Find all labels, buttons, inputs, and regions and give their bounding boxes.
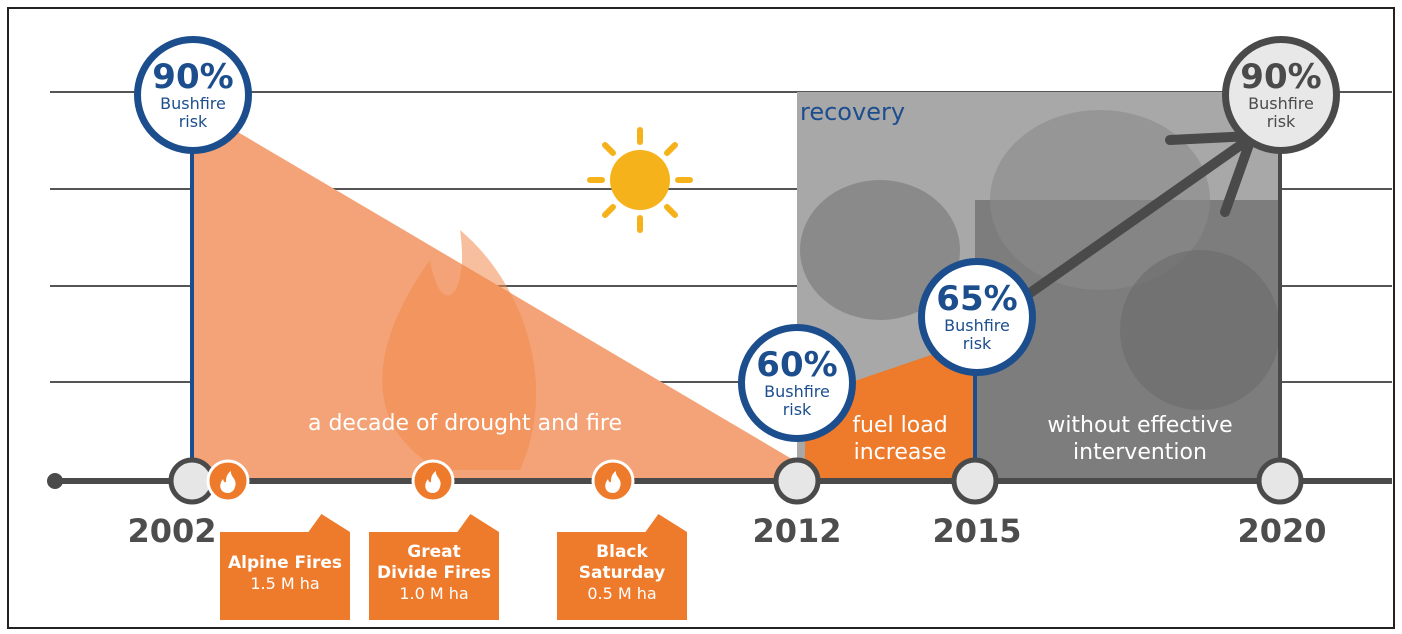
year-label: 2015 bbox=[917, 512, 1037, 550]
fire-name: Alpine Fires bbox=[220, 553, 350, 574]
risk-label: Bushfire risk bbox=[942, 317, 1012, 353]
timeline-start bbox=[47, 473, 63, 489]
risk-label: Bushfire risk bbox=[1246, 95, 1316, 131]
phase-label: a decade of drought and fire bbox=[250, 410, 680, 437]
fire-name: Great Divide Fires bbox=[369, 542, 499, 584]
risk-badge: 60% Bushfire risk bbox=[738, 324, 856, 442]
risk-badge: 65% Bushfire risk bbox=[918, 258, 1036, 376]
year-label: 2002 bbox=[112, 512, 232, 550]
timeline-node bbox=[1259, 460, 1301, 502]
infographic: recovery a decade of drought and fire fu… bbox=[0, 0, 1402, 634]
year-label: 2012 bbox=[737, 512, 857, 550]
timeline-node bbox=[776, 460, 818, 502]
risk-value: 60% bbox=[756, 347, 837, 383]
risk-value: 65% bbox=[936, 281, 1017, 317]
phase-label: recovery bbox=[800, 98, 905, 126]
phase-label: without effective intervention bbox=[1030, 412, 1250, 466]
tree bbox=[1120, 250, 1280, 410]
fire-area: 1.5 M ha bbox=[220, 574, 350, 594]
page: {"milestones": [ {"year": "2002", "risk"… bbox=[0, 0, 1402, 634]
risk-value: 90% bbox=[1240, 59, 1321, 95]
risk-label: Bushfire risk bbox=[158, 95, 228, 131]
timeline-node bbox=[954, 460, 996, 502]
year-label: 2020 bbox=[1222, 512, 1342, 550]
fire-area: 0.5 M ha bbox=[557, 584, 687, 604]
risk-badge: 90% Bushfire risk bbox=[134, 36, 252, 154]
sun bbox=[590, 130, 690, 230]
fire-area: 1.0 M ha bbox=[369, 584, 499, 604]
fire-name: Black Saturday bbox=[557, 542, 687, 584]
phase-label: fuel load increase bbox=[835, 412, 965, 466]
risk-badge: 90% Bushfire risk bbox=[1222, 36, 1340, 154]
risk-label: Bushfire risk bbox=[762, 383, 832, 419]
risk-value: 90% bbox=[152, 59, 233, 95]
